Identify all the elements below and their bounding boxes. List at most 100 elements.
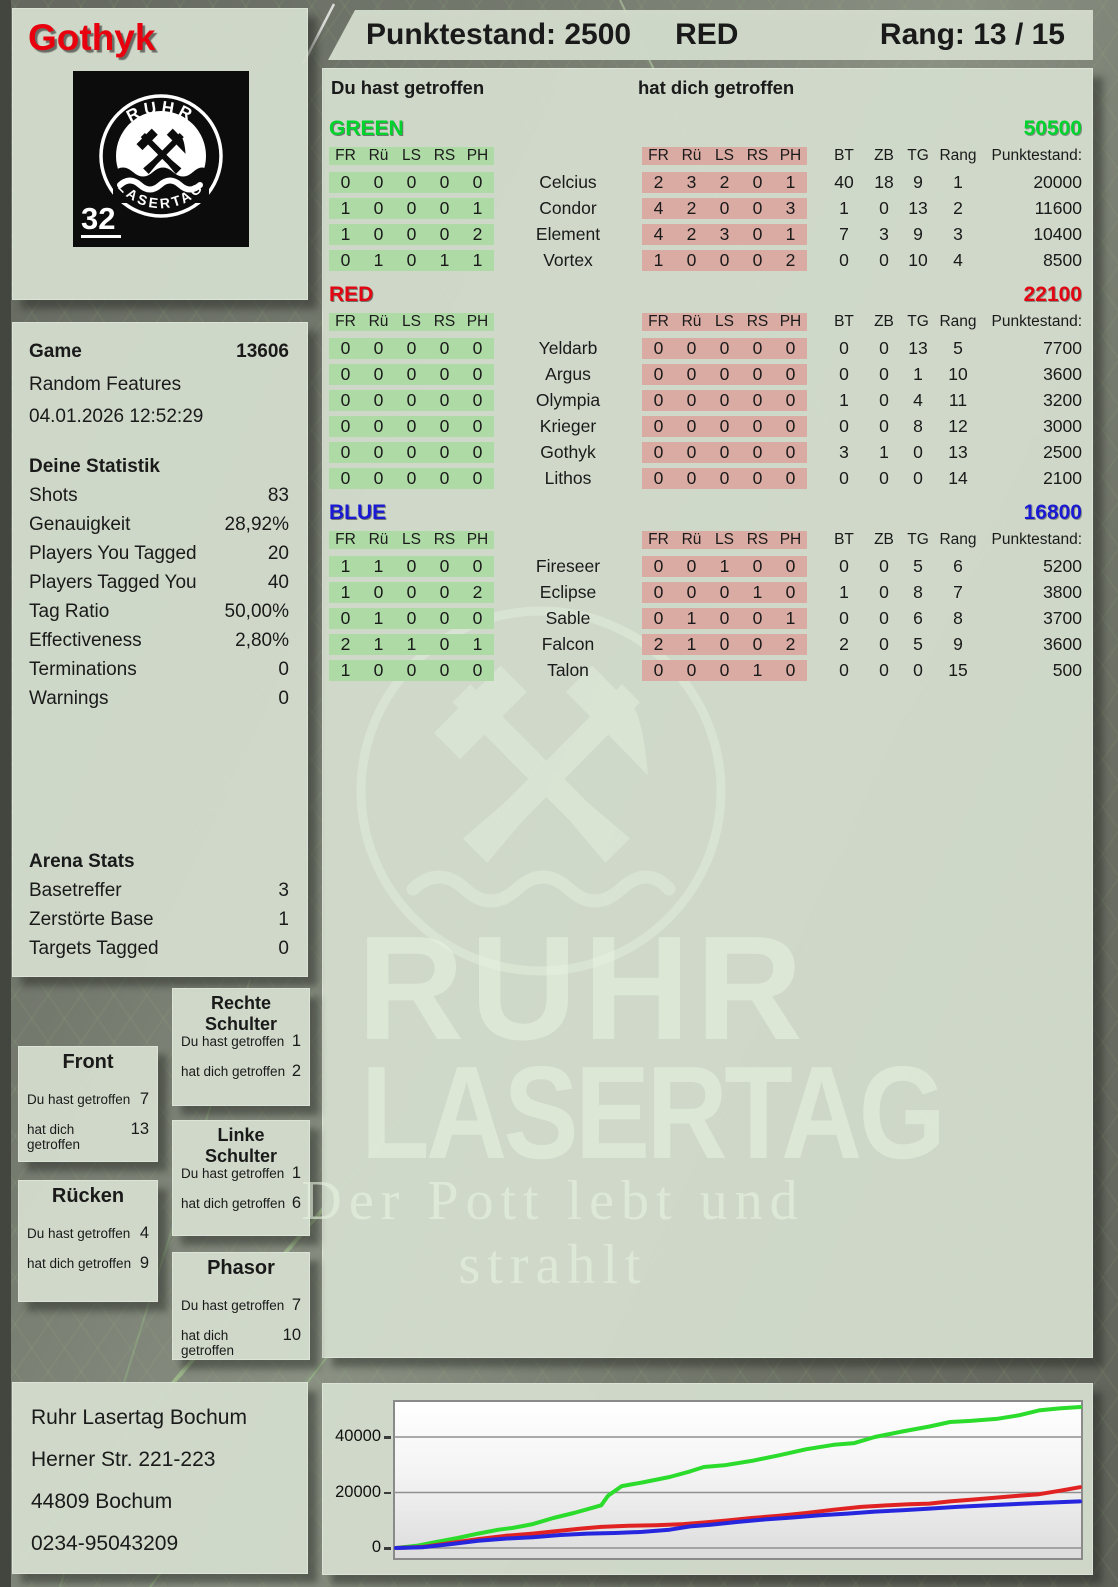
stat-cell: 12 [948, 415, 968, 436]
you-hit-cell: 1 [329, 659, 362, 681]
rechte-schulter-hit-you: 2 [291, 1062, 301, 1080]
stat-cell: 4 [913, 389, 923, 410]
stat-value: 0 [278, 937, 289, 959]
player-name-cell: Yeldarb [538, 337, 598, 358]
phasor-hit-you: 10 [282, 1326, 301, 1344]
stat-cell: 2 [953, 197, 963, 218]
linke-schulter-hit-you: 6 [291, 1194, 301, 1212]
you-hit-cell: 0 [329, 441, 362, 463]
col-header: Rang [939, 531, 977, 548]
stat-cell: 1 [879, 441, 889, 462]
punktestand-cell: 3600 [1043, 363, 1082, 384]
hit-you-cell: 0 [642, 415, 675, 437]
player-name-cell: Eclipse [539, 581, 597, 602]
hit-you-cell: 0 [741, 197, 774, 219]
col-header: RS [428, 531, 461, 549]
you-hit-cell: 0 [329, 467, 362, 489]
stats-rows: Shots 83 Genauigkeit 28,92% Players You Tagg… [29, 481, 289, 713]
hit-you-cell: 2 [642, 171, 675, 193]
stat-cell: 9 [913, 171, 923, 192]
arena-stats: Arena Stats Basetreffer 3 Zerstörte Base 1 T… [29, 847, 289, 963]
hit-you-cell: 0 [708, 389, 741, 411]
hit-you-cell: 0 [774, 467, 807, 489]
you-hit-cell: 0 [362, 581, 395, 603]
you-hit-cell: 0 [329, 607, 362, 629]
you-hit-cell: 1 [362, 249, 395, 271]
you-hit-cell: 2 [329, 633, 362, 655]
y-axis-tick [384, 1491, 391, 1494]
you-hit-cell: 2 [461, 581, 494, 603]
stat-cell: 0 [879, 249, 889, 270]
stat-cell: 0 [879, 415, 889, 436]
stat-cell: 0 [879, 363, 889, 384]
you-hit-cell: 0 [461, 389, 494, 411]
col-header: Rang [939, 313, 977, 330]
score-progress-chart: 0 20000 40000 [322, 1383, 1093, 1575]
you-hit-cell: 0 [428, 337, 461, 359]
bodypart-linke-schulter: Linke Schulter Du hast getroffen 1 hat di… [172, 1120, 310, 1236]
player-row: 0 0 0 0 0 Yeldarb 0 0 0 0 0 0 0 13 5 7700 [329, 335, 1084, 361]
chart-plot-area [393, 1400, 1083, 1560]
venue-street: Herner Str. 221-223 [31, 1448, 216, 1471]
col-header: Punktestand: [991, 147, 1082, 164]
hit-you-cell: 0 [708, 249, 741, 271]
stat-cell: 10 [948, 363, 968, 384]
col-header: RS [741, 531, 774, 549]
game-number: 13606 [236, 340, 289, 362]
you-hit-cell: 0 [428, 633, 461, 655]
you-hit-cell: 0 [461, 363, 494, 385]
arena-stat-row: Basetreffer 3 [29, 876, 289, 905]
stat-value: 83 [267, 484, 289, 506]
player-name-cell: Condor [539, 197, 597, 218]
venue-address: Ruhr Lasertag Bochum Herner Str. 221-223… [12, 1382, 308, 1574]
stat-value: 40 [267, 571, 289, 593]
stat-cell: 6 [953, 555, 963, 576]
you-hit-cell: 0 [428, 197, 461, 219]
front-hit-you: 13 [130, 1120, 149, 1138]
hit-you-cell: 0 [774, 659, 807, 681]
player-row: 1 0 0 0 1 Condor 4 2 0 0 3 1 0 13 2 11600 [329, 195, 1084, 221]
stat-value: 3 [278, 879, 289, 901]
team-name: RED [329, 283, 374, 306]
player-row: 1 0 0 0 2 Element 4 2 3 0 1 7 3 9 3 10400 [329, 221, 1084, 247]
team-name: GREEN [329, 117, 404, 140]
punktestand-cell: 11600 [1034, 197, 1082, 218]
hit-you-cell: 0 [708, 633, 741, 655]
venue-phone: 0234-95043209 [31, 1532, 179, 1555]
stat-label: Terminations [29, 658, 137, 680]
you-hit-cell: 0 [395, 441, 428, 463]
arena-rows: Basetreffer 3 Zerstörte Base 1 Targets Tagge… [29, 876, 289, 963]
col-header: LS [708, 147, 741, 165]
hit-you-cell: 0 [708, 197, 741, 219]
team-name: RED [675, 18, 739, 51]
stat-row: Warnings 0 [29, 684, 289, 713]
punktestand-cell: 10400 [1033, 223, 1082, 244]
hit-you-cell: 2 [774, 249, 807, 271]
stat-cell: 0 [913, 659, 923, 680]
stat-cell: 8 [913, 581, 923, 602]
punktestand-cell: 3700 [1043, 607, 1082, 628]
stat-cell: 0 [839, 659, 849, 680]
ruecken-you-hit: 4 [139, 1224, 149, 1242]
hit-you-cell: 1 [708, 555, 741, 577]
you-hit-cell: 0 [362, 171, 395, 193]
game-mode: Random Features [29, 374, 182, 395]
col-header: LS [395, 147, 428, 165]
stat-cell: 7 [839, 223, 849, 244]
stat-cell: 0 [879, 659, 889, 680]
you-hit-cell: 0 [395, 223, 428, 245]
punktestand-value: Punktestand: 2500 [366, 18, 632, 51]
punktestand-cell: 2500 [1043, 441, 1082, 462]
hit-you-cell: 0 [675, 363, 708, 385]
stat-cell: 11 [948, 389, 968, 410]
col-header: FR [329, 147, 362, 165]
stat-row: Tag Ratio 50,00% [29, 597, 289, 626]
stat-label: Tag Ratio [29, 600, 110, 622]
col-header: TG [907, 313, 929, 330]
col-header: ZB [874, 313, 894, 330]
col-header: LS [708, 313, 741, 331]
stat-cell: 5 [913, 555, 923, 576]
hit-you-cell: 0 [741, 249, 774, 271]
stat-row: Effectiveness 2,80% [29, 626, 289, 655]
game-row: Game 13606 [29, 337, 289, 366]
